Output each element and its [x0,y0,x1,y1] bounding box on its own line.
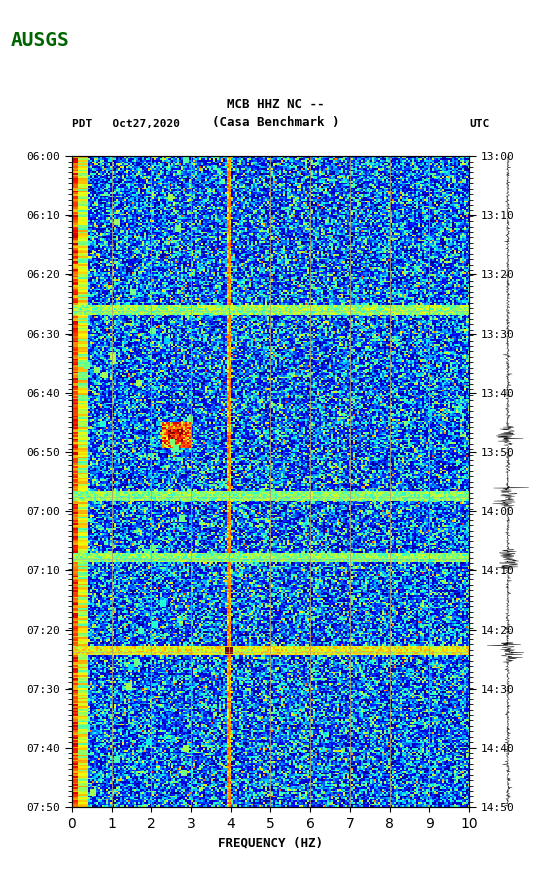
Text: (Casa Benchmark ): (Casa Benchmark ) [213,116,339,129]
Text: AUSGS: AUSGS [11,31,70,50]
Text: PDT   Oct27,2020: PDT Oct27,2020 [72,120,180,129]
X-axis label: FREQUENCY (HZ): FREQUENCY (HZ) [218,837,323,849]
Text: UTC: UTC [469,120,490,129]
Text: MCB HHZ NC --: MCB HHZ NC -- [227,98,325,112]
